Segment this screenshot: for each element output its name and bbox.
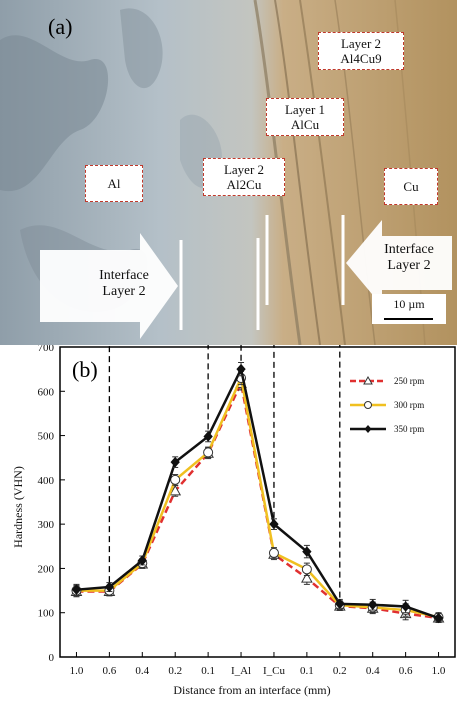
series-line-350-rpm xyxy=(76,365,439,620)
right-arrow-label-line2: Layer 2 xyxy=(387,258,431,273)
chart-guide-lines xyxy=(108,345,341,598)
y-tick-label: 300 xyxy=(38,519,55,531)
chart-series xyxy=(70,362,445,624)
data-point-circle xyxy=(301,564,312,575)
x-tick-label: 0.1 xyxy=(201,665,215,677)
data-point-diamond xyxy=(236,363,246,375)
callout-layer1-alcu-line1: Layer 1 xyxy=(284,102,326,117)
data-point-diamond xyxy=(400,601,411,612)
x-tick-label: I_Al xyxy=(231,665,251,677)
y-tick-label: 700 xyxy=(38,345,55,354)
x-tick-label: 0.6 xyxy=(103,665,117,677)
legend-label-300-rpm: 300 rpm xyxy=(394,400,424,410)
right-arrow-shape xyxy=(346,220,452,306)
x-tick-label: I_Cu xyxy=(263,665,286,677)
legend-label-250-rpm: 250 rpm xyxy=(394,376,424,386)
scale-bar-label: 10 µm xyxy=(393,297,425,311)
data-point-diamond xyxy=(433,612,444,624)
data-point-circle xyxy=(203,447,214,458)
series-350-rpm xyxy=(71,362,444,624)
callout-layer2-al2cu: Layer 2 Al2Cu xyxy=(203,158,285,196)
micrograph-panel: (a) Layer 2 Al4Cu9 Layer 1 AlCu Layer 2 … xyxy=(0,0,457,345)
x-axis-title: Distance from an interface (mm) xyxy=(173,683,330,697)
data-point-triangle xyxy=(169,484,182,496)
x-tick-label: 0.1 xyxy=(300,665,314,677)
data-point-circle xyxy=(170,474,181,485)
legend-marker-triangle xyxy=(363,375,373,385)
x-tick-label: 1.0 xyxy=(432,665,446,677)
legend-marker-circle xyxy=(364,401,372,409)
left-arrow-label-line2: Layer 2 xyxy=(102,284,146,299)
callout-layer1-alcu-line2: AlCu xyxy=(290,117,320,132)
left-arrow-shape xyxy=(40,233,178,339)
legend-marker-diamond xyxy=(364,425,372,433)
y-tick-label: 100 xyxy=(38,608,55,620)
data-point-diamond xyxy=(137,555,147,566)
callout-layer1-alcu: Layer 1 AlCu xyxy=(266,98,344,136)
y-axis-title: Hardness (VHN) xyxy=(11,466,25,548)
chart-legend: 250 rpm 300 rpm 350 rpm xyxy=(350,375,424,434)
data-point-diamond xyxy=(269,518,279,530)
series-line-300-rpm xyxy=(76,373,439,619)
y-tick-label: 400 xyxy=(38,475,55,487)
data-point-diamond xyxy=(302,546,312,557)
data-point-triangle xyxy=(301,572,313,583)
y-tick-label: 0 xyxy=(49,652,55,664)
data-point-diamond xyxy=(104,581,115,593)
callout-layer2-al4cu9: Layer 2 Al4Cu9 xyxy=(318,32,404,70)
y-tick-label: 600 xyxy=(38,386,55,398)
plot-frame xyxy=(59,346,456,658)
right-arrow-label: Interface Layer 2 xyxy=(366,242,452,274)
x-tick-label: 0.2 xyxy=(333,665,347,677)
chart-axes: 0 100 200 300 400 500 600 700 1.0 0.6 0.4 0.2 0.1 I_A… xyxy=(38,345,456,677)
y-tick-label: 500 xyxy=(38,431,55,443)
right-arrow-label-line1: Interface xyxy=(384,242,434,257)
panel-a-label: (a) xyxy=(48,14,73,39)
legend-label-350-rpm: 350 rpm xyxy=(394,424,424,434)
y-tick-label: 200 xyxy=(38,563,55,575)
x-tick-label: 1.0 xyxy=(70,665,84,677)
x-tick-label: 0.2 xyxy=(168,665,182,677)
callout-cu: Cu xyxy=(384,168,438,205)
panel-b-label: (b) xyxy=(72,357,98,382)
x-tick-label: 0.4 xyxy=(366,665,380,677)
callout-layer2-al2cu-line1: Layer 2 xyxy=(223,162,265,177)
callout-layer2-al4cu9-line2: Al4Cu9 xyxy=(340,51,382,66)
data-point-circle xyxy=(268,547,279,558)
hardness-chart: 0 100 200 300 400 500 600 700 1.0 0.6 0.4 0.2 0.1 I_A… xyxy=(0,345,457,702)
data-point-diamond xyxy=(368,599,378,610)
callout-al: Al xyxy=(85,165,143,202)
data-point-diamond xyxy=(335,598,345,610)
left-arrow-label-line1: Interface xyxy=(99,268,149,283)
x-tick-label: 0.4 xyxy=(135,665,149,677)
x-tick-label: 0.6 xyxy=(399,665,413,677)
data-point-diamond xyxy=(170,456,180,468)
data-point-diamond xyxy=(203,431,213,442)
callout-layer2-al2cu-line2: Al2Cu xyxy=(226,177,262,192)
callout-layer2-al4cu9-line1: Layer 2 xyxy=(340,36,382,51)
left-arrow-label: Interface Layer 2 xyxy=(82,268,166,300)
data-point-diamond xyxy=(71,584,82,595)
